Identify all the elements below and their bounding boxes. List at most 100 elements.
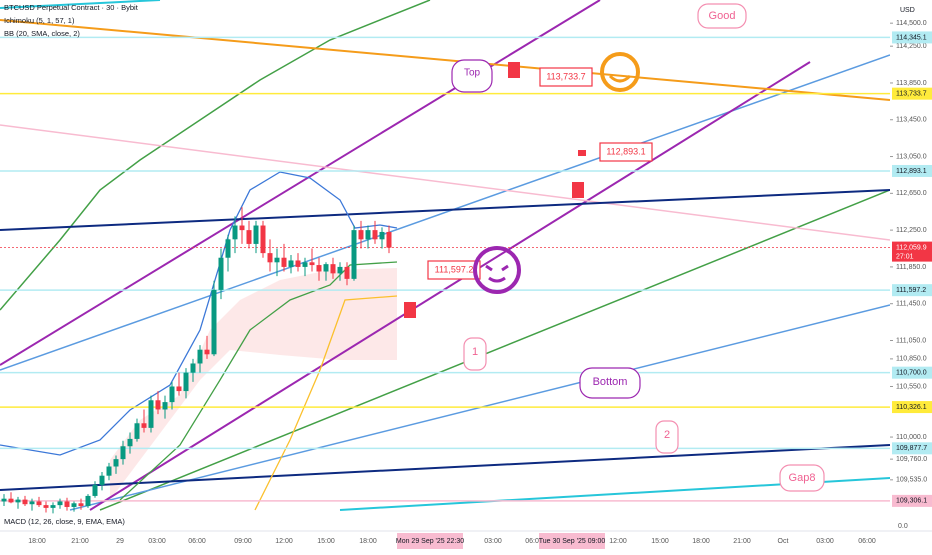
price-tag-label: 110,700.0 xyxy=(896,370,927,377)
x-tick-label: 06:00 xyxy=(188,538,206,545)
candle-body xyxy=(50,505,56,508)
x-tick-label: 29 xyxy=(116,538,124,545)
candle-body xyxy=(274,257,280,263)
candle-body xyxy=(281,257,287,267)
candle-body xyxy=(351,230,357,279)
x-tick-label: 18:00 xyxy=(28,538,46,545)
note-text: 1 xyxy=(472,346,478,358)
x-tick-label: 21:00 xyxy=(733,538,751,545)
price-tag xyxy=(892,494,932,507)
bubble xyxy=(779,464,825,492)
time-highlight-label: Tue 30 Sep '25 09:00 xyxy=(539,538,606,545)
candle-body xyxy=(204,349,210,355)
candle-body xyxy=(295,260,301,267)
candle-body xyxy=(197,349,203,364)
candle-body xyxy=(218,257,224,290)
candle-body xyxy=(64,501,70,507)
candle-body xyxy=(190,363,196,373)
candle-body xyxy=(260,225,266,254)
note-text: Top xyxy=(464,68,481,79)
price-tag-label: 112,893.1 xyxy=(896,168,927,175)
unit: USD xyxy=(900,7,915,14)
y-tick-label: 114,500.0 xyxy=(896,20,927,27)
hand-icon xyxy=(508,62,520,78)
price-tag xyxy=(892,164,932,177)
x-tick-label: 03:00 xyxy=(484,538,502,545)
callout-text: 112,893.1 xyxy=(606,146,645,156)
candle-body xyxy=(323,264,329,272)
candle-body xyxy=(162,402,168,410)
y-tick-label: 109,760.0 xyxy=(896,456,927,463)
x-tick-label: 03:00 xyxy=(148,538,166,545)
x-tick-label: 06:00 xyxy=(525,538,543,545)
x-tick-label: 18:00 xyxy=(359,538,377,545)
candle-body xyxy=(134,423,140,439)
price-tag-label: 111,597.2 xyxy=(896,287,926,294)
callout-text: 113,733.7 xyxy=(546,71,585,81)
candle-body xyxy=(15,499,21,503)
y-tick-label: 110,000.0 xyxy=(896,434,927,441)
y-tick-label: 110,850.0 xyxy=(896,356,927,363)
callout xyxy=(427,260,481,280)
time-highlight xyxy=(539,533,605,549)
x-tick-label: 06:00 xyxy=(858,538,876,545)
axes: 114,500.0 114,250.0 113,850.0 113,450.0 113,… xyxy=(28,20,932,549)
price-tag xyxy=(892,31,932,44)
x-tick-label: 03:00 xyxy=(816,538,834,545)
price-lines xyxy=(0,36,890,502)
y-tick-label: 111,450.0 xyxy=(896,301,926,308)
x-tick-label: 15:00 xyxy=(651,538,669,545)
note-text: Bottom xyxy=(593,376,628,388)
macd-zero: 0.0 xyxy=(898,523,908,530)
annotations: 113,733.7 112,893.1 111,597.2 Good Top B… xyxy=(404,3,825,492)
candle-body xyxy=(99,475,105,485)
candle-body xyxy=(71,503,77,507)
drawings xyxy=(0,0,891,511)
price-tag-label: 110,326.1 xyxy=(896,404,927,411)
candle-body xyxy=(155,400,161,410)
candle-body xyxy=(57,501,63,506)
candle-body xyxy=(246,230,252,244)
candle-body xyxy=(29,501,35,505)
candle-body xyxy=(316,265,322,272)
x-tick-label: 21:00 xyxy=(71,538,89,545)
y-tick-label: 113,050.0 xyxy=(896,153,927,160)
indicator: BB (20, SMA, close, 2) xyxy=(4,29,80,38)
callout-text: 111,597.2 xyxy=(435,264,474,274)
countdown: 27:01 xyxy=(896,253,914,260)
x-tick-label: 12:00 xyxy=(609,538,627,545)
candle-body xyxy=(225,239,231,258)
candle-body xyxy=(120,446,126,460)
candle-body xyxy=(22,499,28,505)
candle-body xyxy=(176,386,182,392)
candle-body xyxy=(386,231,392,248)
candle-body xyxy=(379,231,385,240)
y-tick-label: 112,650.0 xyxy=(896,190,927,197)
callout xyxy=(599,142,653,162)
candle-body xyxy=(78,503,84,507)
y-tick-label: 111,850.0 xyxy=(896,264,926,271)
indicator: Ichimoku (5, 1, 57, 1) xyxy=(4,16,75,25)
x-tick-label: 18:00 xyxy=(692,538,710,545)
price-tag xyxy=(892,366,932,379)
candle-body xyxy=(372,230,378,240)
candle-body xyxy=(141,423,147,428)
y-tick-label: 110,550.0 xyxy=(896,383,927,390)
candle-body xyxy=(302,262,308,267)
candle-body xyxy=(267,253,273,263)
candle-body xyxy=(211,289,217,355)
price-tag xyxy=(892,401,932,414)
legend: BTCUSD Perpetual Contract · 30 · Bybit I… xyxy=(4,3,139,526)
face-icon xyxy=(473,246,521,294)
y-tick-label: 111,050.0 xyxy=(896,337,926,344)
price-tag xyxy=(892,87,932,100)
smile-icon xyxy=(600,52,640,92)
candle-body xyxy=(113,459,119,467)
candle-body xyxy=(365,230,371,240)
candle-body xyxy=(169,386,175,403)
note-text: Gap8 xyxy=(789,472,816,484)
hand-icon xyxy=(404,302,416,318)
callout xyxy=(539,67,593,87)
bubble xyxy=(579,367,641,399)
price-tag-label: 109,877.7 xyxy=(896,445,927,452)
